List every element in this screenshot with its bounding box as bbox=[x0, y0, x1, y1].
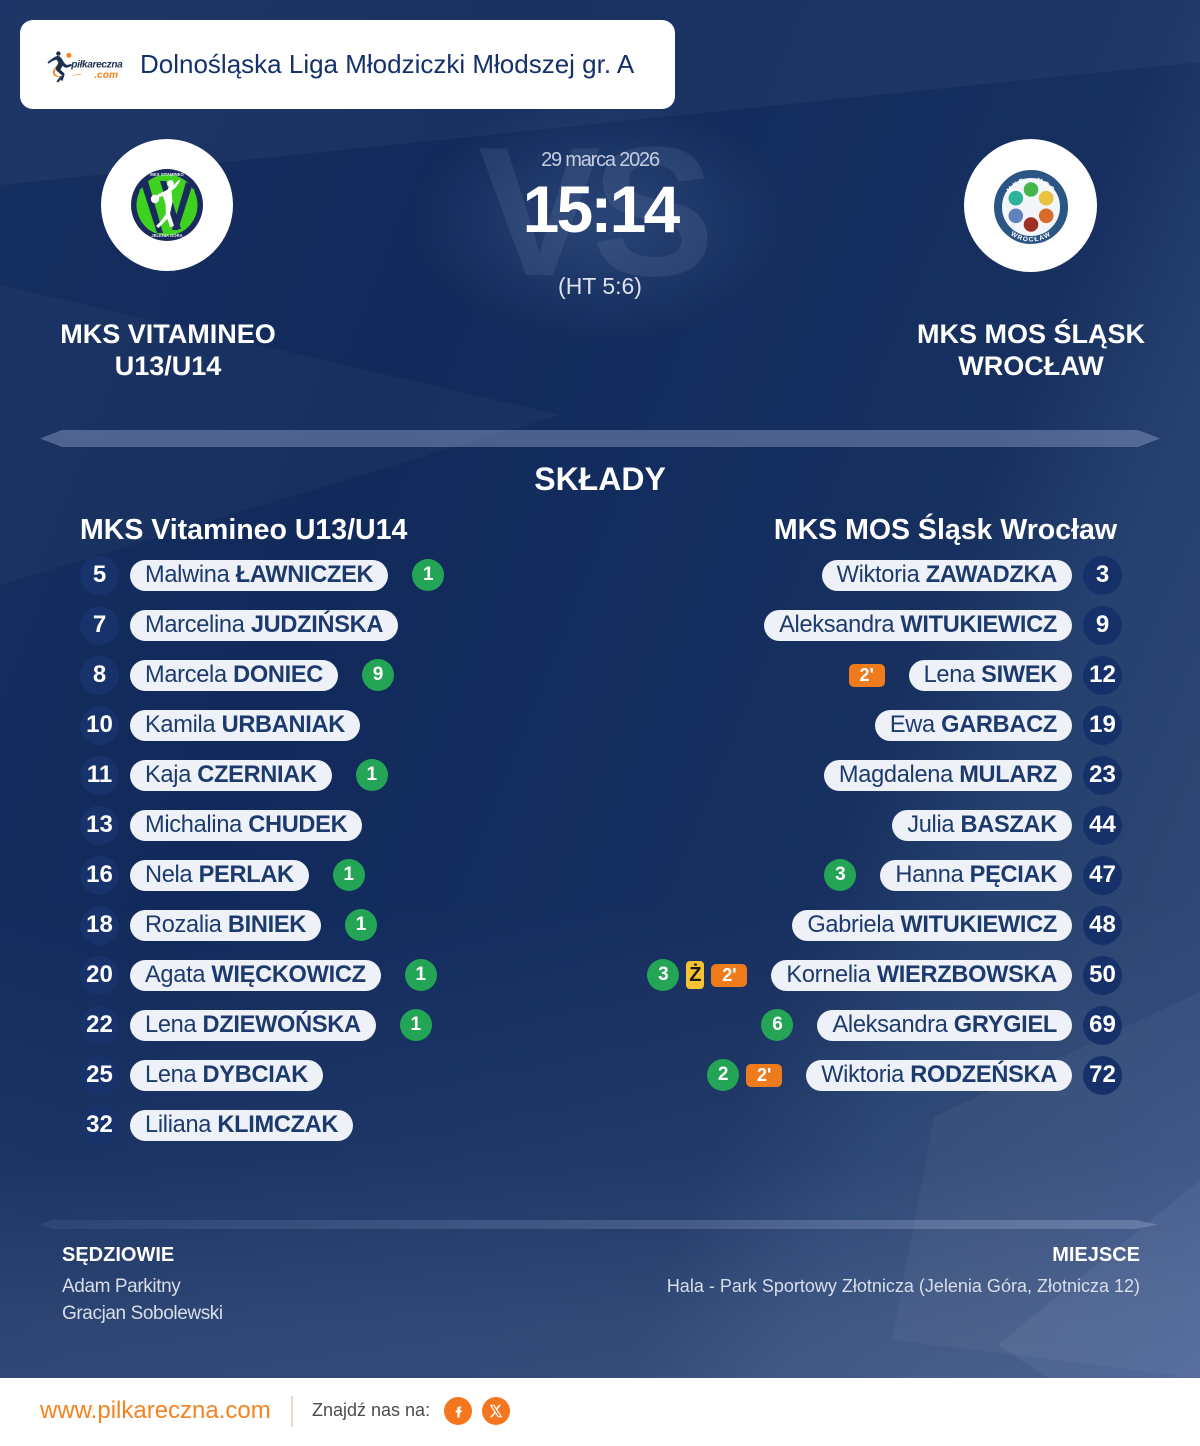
svg-text:piłkareczna: piłkareczna bbox=[70, 60, 123, 71]
svg-text:JELENIA GÓRA: JELENIA GÓRA bbox=[151, 233, 182, 238]
svg-text:.com: .com bbox=[94, 70, 118, 81]
svg-text:MKS VITAMINEO: MKS VITAMINEO bbox=[150, 172, 184, 177]
